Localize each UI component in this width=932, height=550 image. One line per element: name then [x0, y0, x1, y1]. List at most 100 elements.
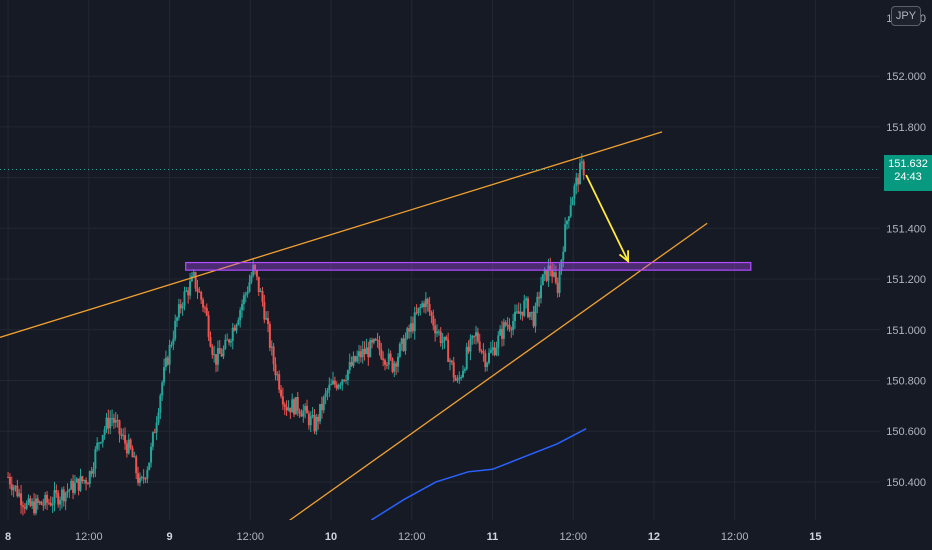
candle-down — [205, 303, 208, 317]
time-axis-bg — [0, 520, 932, 550]
candle-up — [176, 316, 179, 328]
candle-body — [569, 205, 572, 217]
candle-down — [317, 414, 320, 430]
candle-up — [352, 351, 355, 368]
candle-up — [250, 272, 253, 285]
candle-body — [501, 328, 504, 339]
candle-body — [385, 364, 388, 366]
candle-up — [12, 484, 15, 498]
candle-down — [137, 466, 140, 486]
candle-up — [222, 345, 225, 360]
candle-body — [528, 312, 531, 318]
candle-body — [426, 298, 429, 304]
candle-body — [174, 320, 177, 339]
candle-down — [517, 302, 520, 314]
candle-down — [233, 324, 236, 332]
candle-down — [7, 471, 10, 479]
candle-up — [226, 333, 229, 341]
candle-down — [209, 331, 212, 348]
candle-body — [16, 485, 19, 497]
candle-body — [131, 448, 134, 458]
candle-up — [575, 172, 578, 195]
candle-down — [200, 290, 203, 304]
candle-body — [255, 270, 258, 277]
candle-body — [515, 311, 518, 313]
time-axis[interactable]: 8 12:00 9 12:00 10 12:00 11 12:00 12 12:00 15 — [0, 520, 932, 550]
candle-down — [480, 349, 483, 355]
gridlines — [0, 0, 880, 520]
x-tick-label: 12:00 — [75, 531, 103, 543]
candle-down — [554, 265, 557, 285]
candle-up — [111, 409, 114, 427]
candle-up — [393, 360, 396, 378]
candle-up — [578, 158, 581, 185]
candle-body — [289, 407, 292, 413]
candle-body — [580, 161, 583, 163]
candle-body — [31, 501, 34, 506]
candle-up — [543, 267, 546, 282]
candle-down — [367, 341, 370, 366]
candle-up — [237, 317, 240, 326]
candle-body — [514, 311, 517, 322]
candle-body — [320, 403, 323, 411]
candle-up — [68, 488, 71, 499]
candle-body — [265, 318, 268, 320]
candle-down — [285, 400, 288, 417]
candle-down — [47, 498, 50, 506]
candle-up — [475, 325, 478, 345]
candle-body — [469, 338, 472, 352]
candle-up — [326, 387, 329, 401]
candle-up — [558, 263, 561, 298]
candle-body — [213, 354, 216, 356]
candle-body — [179, 304, 182, 309]
candle-up — [231, 323, 234, 350]
price-axis[interactable]: 152.000151.800151.600151.400151.200151.0… — [880, 0, 932, 550]
x-tick-label: 15 — [809, 531, 821, 543]
candle-body — [326, 390, 329, 394]
candle-body — [92, 468, 95, 474]
candle-body — [196, 288, 199, 292]
candle-body — [192, 272, 195, 276]
candle-up — [460, 374, 463, 381]
candle-up — [94, 446, 97, 478]
x-tick-label: 12:00 — [398, 531, 426, 543]
candle-up — [157, 407, 160, 426]
candle-body — [423, 303, 426, 308]
candle-up — [265, 311, 268, 321]
candle-body — [467, 346, 470, 352]
candle-up — [146, 466, 149, 484]
candle-body — [478, 341, 481, 351]
candle-body — [151, 432, 154, 447]
candle-up — [449, 358, 452, 371]
candle-down — [10, 476, 13, 496]
candle-down — [187, 287, 190, 304]
candle-up — [183, 286, 186, 311]
candle-body — [456, 379, 459, 381]
candle-body — [578, 162, 581, 185]
candle-body — [374, 339, 377, 341]
candle-body — [81, 476, 84, 482]
candle-down — [166, 355, 169, 366]
candle-body — [372, 339, 375, 343]
candle-down — [278, 370, 281, 394]
drawings-layer[interactable] — [0, 131, 752, 529]
candle-down — [261, 286, 264, 307]
candle-body — [166, 357, 169, 365]
candle-up — [315, 413, 318, 435]
candle-body — [408, 328, 411, 332]
currency-badge[interactable]: JPY — [891, 6, 921, 26]
candle-body — [21, 505, 24, 507]
candle-down — [57, 490, 60, 508]
candle-up — [73, 475, 76, 495]
candle-down — [476, 327, 479, 344]
candle-up — [294, 396, 297, 415]
candle-body — [530, 311, 533, 313]
candle-body — [254, 264, 257, 271]
candle-up — [512, 313, 515, 336]
candle-up — [114, 411, 117, 428]
candle-body — [352, 356, 355, 366]
candle-body — [330, 384, 333, 386]
candle-body — [12, 487, 15, 491]
